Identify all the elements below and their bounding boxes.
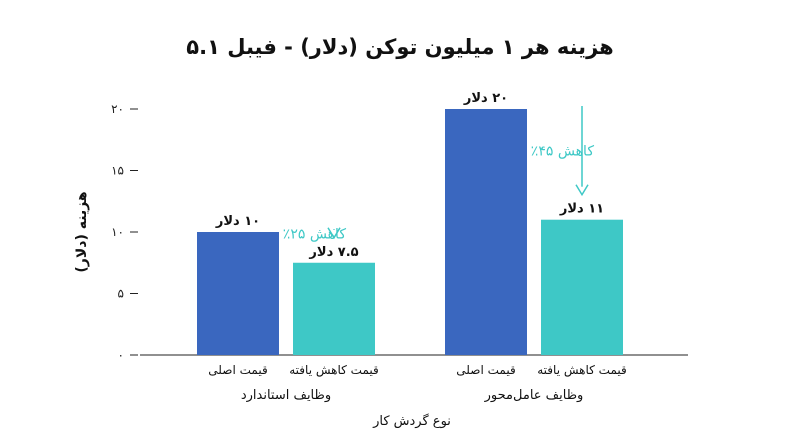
- group-label: وظایف استاندارد: [241, 388, 331, 403]
- category-label: قیمت کاهش یافته: [537, 363, 627, 378]
- bar-value-label: ۱۰ دلار: [215, 214, 260, 229]
- bar-value-label: ۱۱ دلار: [559, 202, 604, 217]
- bar-original: [445, 109, 527, 355]
- bar-value-label: ۲۰ دلار: [463, 91, 508, 106]
- y-axis-ticks: ۰ ۵ ۱۰ ۱۵ ۲۰: [111, 102, 138, 362]
- reduction-label: کاهش ۴۵٪: [531, 143, 595, 159]
- y-tick-label: ۰: [118, 348, 124, 362]
- y-tick-label: ۱۰: [111, 225, 124, 239]
- reduction-arrow-head: [575, 184, 589, 197]
- chart-title: هزینه هر ۱ میلیون توکن (دلار) - فیبل ۵.۱: [186, 35, 613, 59]
- category-label: قیمت کاهش یافته: [289, 363, 379, 378]
- y-axis-label: هزینه (دلار): [74, 191, 90, 272]
- reduction-label: کاهش ۲۵٪: [283, 226, 347, 242]
- bars-layer: [197, 109, 623, 355]
- labels-layer: ۱۰ دلار قیمت اصلی ۷.۵ دلار قیمت کاهش یافته و…: [208, 91, 626, 403]
- group-label: وظایف عامل‌محور: [484, 388, 584, 403]
- y-tick-label: ۲۰: [111, 102, 124, 116]
- y-tick-label: ۱۵: [111, 164, 124, 178]
- bar-reduced: [541, 219, 623, 355]
- category-label: قیمت اصلی: [456, 363, 515, 377]
- category-label: قیمت اصلی: [208, 363, 267, 377]
- bar-value-label: ۷.۵ دلار: [308, 245, 358, 260]
- x-axis-label: نوع گردش کار: [372, 413, 451, 429]
- y-tick-label: ۵: [118, 287, 124, 301]
- bar-reduced: [293, 262, 375, 355]
- bar-original: [197, 232, 279, 355]
- reduction-arrow-head: [327, 227, 341, 240]
